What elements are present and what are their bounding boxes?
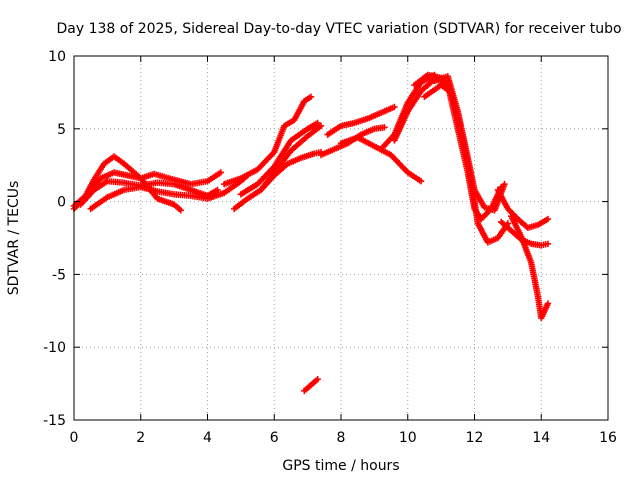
series-PRN-t (301, 376, 321, 395)
series-PRN-e (220, 93, 315, 188)
series-PRN-h (257, 148, 325, 194)
x-tick-label: 12 (466, 430, 484, 446)
y-tick-label: -15 (43, 413, 66, 429)
data-point (391, 103, 398, 111)
x-tick-label: 0 (70, 430, 79, 446)
series-PRN-r (498, 218, 552, 249)
data-points (70, 71, 552, 395)
data-point (501, 180, 508, 188)
axis-ticks: 0 2 4 6 8 10 12 14 16 -15 -10 -5 0 5 10 (43, 49, 617, 446)
series-PRN-p (431, 73, 508, 214)
grid (74, 56, 608, 420)
x-tick-label: 2 (136, 430, 145, 446)
x-tick-label: 8 (337, 430, 346, 446)
series-PRN-q (494, 186, 552, 232)
y-tick-label: 5 (57, 122, 66, 138)
data-point (314, 119, 321, 127)
y-tick-label: -10 (43, 340, 66, 356)
data-point (214, 186, 221, 194)
x-axis-label: GPS time / hours (282, 458, 399, 474)
series-PRN-k (337, 134, 425, 185)
x-tick-label: 16 (599, 430, 617, 446)
data-point (217, 169, 225, 176)
data-point (544, 300, 552, 307)
data-point (381, 124, 388, 131)
data-point (314, 376, 321, 383)
y-tick-label: 10 (48, 49, 66, 65)
x-tick-label: 10 (399, 430, 417, 446)
y-tick-label: -5 (52, 267, 66, 283)
series-PRN-d (87, 172, 251, 213)
data-point (177, 207, 184, 214)
data-point (417, 178, 425, 185)
x-tick-label: 4 (203, 430, 212, 446)
series-PRN-j (324, 103, 398, 138)
data-point (544, 240, 552, 248)
series-PRN-s (508, 212, 552, 322)
data-point (307, 93, 315, 100)
x-tick-label: 6 (270, 430, 279, 446)
data-point (544, 215, 552, 223)
chart-title: Day 138 of 2025, Sidereal Day-to-day VTE… (56, 21, 621, 37)
y-tick-label: 0 (57, 195, 66, 211)
data-point (317, 122, 325, 130)
x-tick-label: 14 (532, 430, 550, 446)
y-axis-label: SDTVAR / TECUs (6, 181, 22, 296)
series-PRN-g (237, 119, 321, 198)
